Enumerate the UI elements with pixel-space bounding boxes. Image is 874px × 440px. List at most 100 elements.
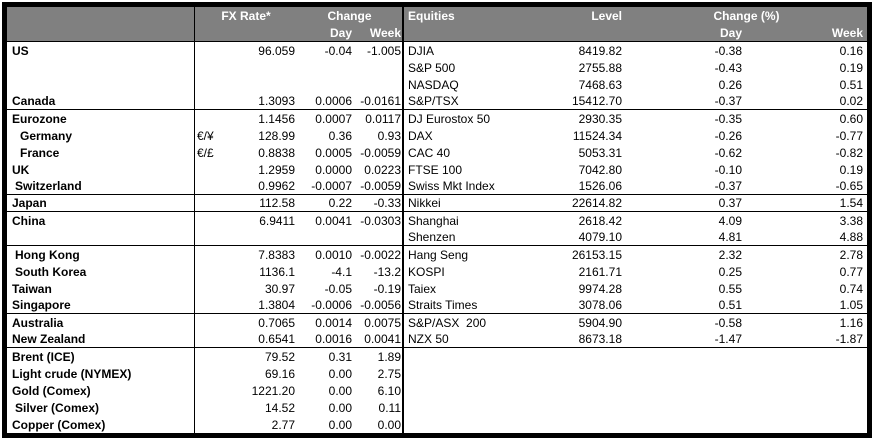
equity-day-change-cell: -1.47 [714, 332, 742, 346]
equities-week-column-header: Week [831, 25, 863, 40]
fx-label-cell: Light crude (NYMEX) [7, 365, 195, 382]
equity-index-cell: KOSPI [408, 264, 445, 279]
equity-day-change-cell: -0.62 [714, 145, 742, 160]
fx-day-change-cell: -4.1 [331, 264, 352, 279]
fx-rate-cell: 1.1456 [258, 111, 295, 126]
equity-index-cell: DJIA [408, 43, 435, 58]
fx-table-row: South Korea 1136.1 -4.1 -13.2 [7, 263, 402, 280]
fx-rate-cell: 96.059 [258, 43, 295, 58]
currency-pair-cell [195, 178, 221, 194]
equities-empty-area [404, 348, 867, 433]
equity-week-change-cell: -0.65 [835, 179, 863, 193]
equity-day-change-cell: -0.35 [714, 111, 742, 126]
fx-label-cell: France [7, 144, 195, 161]
equity-index-cell: DJ Eurostox 50 [408, 111, 491, 126]
currency-pair-cell [195, 229, 221, 245]
fx-table-row: Germany €/¥ 128.99 0.36 0.93 [7, 127, 402, 144]
equity-index-cell: Hang Seng [408, 247, 469, 262]
fx-label-cell: South Korea [7, 263, 195, 280]
fx-rate-cell: 1.3804 [258, 298, 295, 312]
fx-table-row: UK 1.2959 0.0000 0.0223 [7, 161, 402, 178]
currency-pair-cell [195, 314, 221, 331]
fx-day-change-cell: 0.0006 [315, 94, 352, 108]
fx-rate-cell: 6.9411 [259, 213, 295, 228]
fx-label-cell: Copper (Comex) [7, 416, 195, 433]
equity-week-change-cell: 4.88 [839, 230, 863, 244]
equities-header-spacer [404, 24, 626, 41]
equities-table-row: Shanghai 2618.42 4.09 3.38 [404, 212, 867, 229]
fx-table-row: Brent (ICE) 79.52 0.31 1.89 [7, 348, 402, 365]
fx-day-change-cell: -0.0006 [311, 298, 352, 312]
equity-day-change-cell: -0.10 [714, 162, 742, 177]
fx-week-change-cell: 0.0041 [364, 332, 401, 346]
equity-level-cell: 5904.90 [578, 315, 622, 330]
equities-table-row: DJ Eurostox 50 2930.35 -0.35 0.60 [404, 110, 867, 127]
fx-day-change-cell: 0.00 [328, 366, 352, 381]
fx-day-change-cell [297, 229, 354, 245]
fx-table-row: Canada 1.3093 0.0006 -0.0161 [7, 93, 402, 110]
equity-day-change-cell: 0.37 [718, 196, 742, 210]
fx-rate-cell: 1221.20 [251, 383, 295, 398]
equity-index-cell: DAX [408, 128, 433, 143]
currency-pair-cell [195, 365, 221, 382]
fx-week-change-cell: -0.0059 [360, 145, 401, 160]
fx-day-change-cell: 0.0041 [315, 213, 352, 228]
equity-week-change-cell: 0.19 [839, 162, 863, 177]
equity-day-change-cell: 0.55 [718, 281, 742, 296]
currency-pair-cell [195, 280, 221, 297]
fx-label-cell: Eurozone [7, 110, 195, 127]
fx-day-change-cell: 0.22 [328, 196, 352, 210]
equities-table-row: Taiex 9974.28 0.55 0.74 [404, 280, 867, 297]
equities-table-body: DJIA 8419.82 -0.38 0.16 S&P 500 2755.88 -0.43 0… [404, 42, 867, 348]
fx-rate-cell: 30.97 [264, 281, 295, 296]
fx-table-row: Hong Kong 7.8383 0.0010 -0.0022 [7, 246, 402, 263]
fx-week-change-cell: 0.93 [377, 128, 401, 143]
equity-index-cell: S&P 500 [408, 60, 456, 75]
equity-day-change-cell: 2.32 [718, 247, 742, 262]
currency-pair-cell [195, 348, 221, 365]
fx-table-row [7, 59, 402, 76]
fx-day-change-cell [297, 59, 354, 76]
equities-header-row-1: Equities Level Change (%) [404, 7, 867, 24]
equity-level-cell: 8673.18 [578, 332, 622, 346]
fx-day-change-cell: 0.00 [328, 383, 352, 398]
fx-label-cell: Silver (Comex) [7, 399, 195, 416]
equities-change-column-header: Change (%) [713, 8, 780, 23]
equity-level-cell: 1526.06 [578, 179, 622, 193]
fx-rate-cell [221, 59, 297, 76]
equity-index-cell: Shenzen [408, 230, 456, 244]
fx-day-change-cell [297, 76, 354, 93]
fx-day-change-cell: 0.00 [328, 417, 352, 432]
fx-day-change-cell: 0.0010 [315, 247, 352, 262]
fx-week-change-cell [354, 229, 402, 245]
fx-table-row [7, 76, 402, 93]
fx-rate-cell: 0.7065 [258, 315, 295, 330]
fx-header-row-2: Day Week [7, 24, 402, 41]
fx-rates-table: FX Rate* Change Day Week US 96.059 -0.04 -1… [7, 7, 404, 433]
equity-level-cell: 7042.80 [578, 162, 622, 177]
fx-label-cell: Australia [7, 314, 195, 331]
equity-index-cell: S&P/TSX [408, 94, 459, 108]
fx-header-blank-cell [7, 7, 195, 24]
fx-rate-cell: 2.77 [271, 417, 295, 432]
equity-day-change-cell: -0.26 [714, 128, 742, 143]
equity-level-cell: 11524.34 [572, 128, 622, 143]
equity-index-cell: Swiss Mkt Index [408, 179, 495, 193]
equity-day-change-cell: 0.25 [718, 264, 742, 279]
currency-pair-cell [195, 416, 221, 433]
fx-week-change-cell: -0.0059 [360, 179, 401, 193]
equity-level-cell: 7468.63 [578, 77, 622, 92]
equities-table: Equities Level Change (%) Day Week DJIA 8… [404, 7, 867, 433]
fx-table-row: Switzerland 0.9962 -0.0007 -0.0059 [7, 178, 402, 195]
fx-day-change-cell: -0.0007 [311, 179, 352, 193]
equities-table-row: CAC 40 5053.31 -0.62 -0.82 [404, 144, 867, 161]
currency-pair-cell [195, 110, 221, 127]
fx-label-cell: Canada [7, 93, 195, 109]
fx-table-row [7, 229, 402, 246]
equity-day-change-cell: 0.26 [718, 77, 742, 92]
fx-week-change-cell [354, 76, 402, 93]
equity-day-change-cell: -0.38 [714, 43, 742, 58]
equities-table-row: S&P/ASX 200 5904.90 -0.58 1.16 [404, 314, 867, 331]
fx-rate-cell: 14.52 [264, 400, 295, 415]
fx-table-row: US 96.059 -0.04 -1.005 [7, 42, 402, 59]
